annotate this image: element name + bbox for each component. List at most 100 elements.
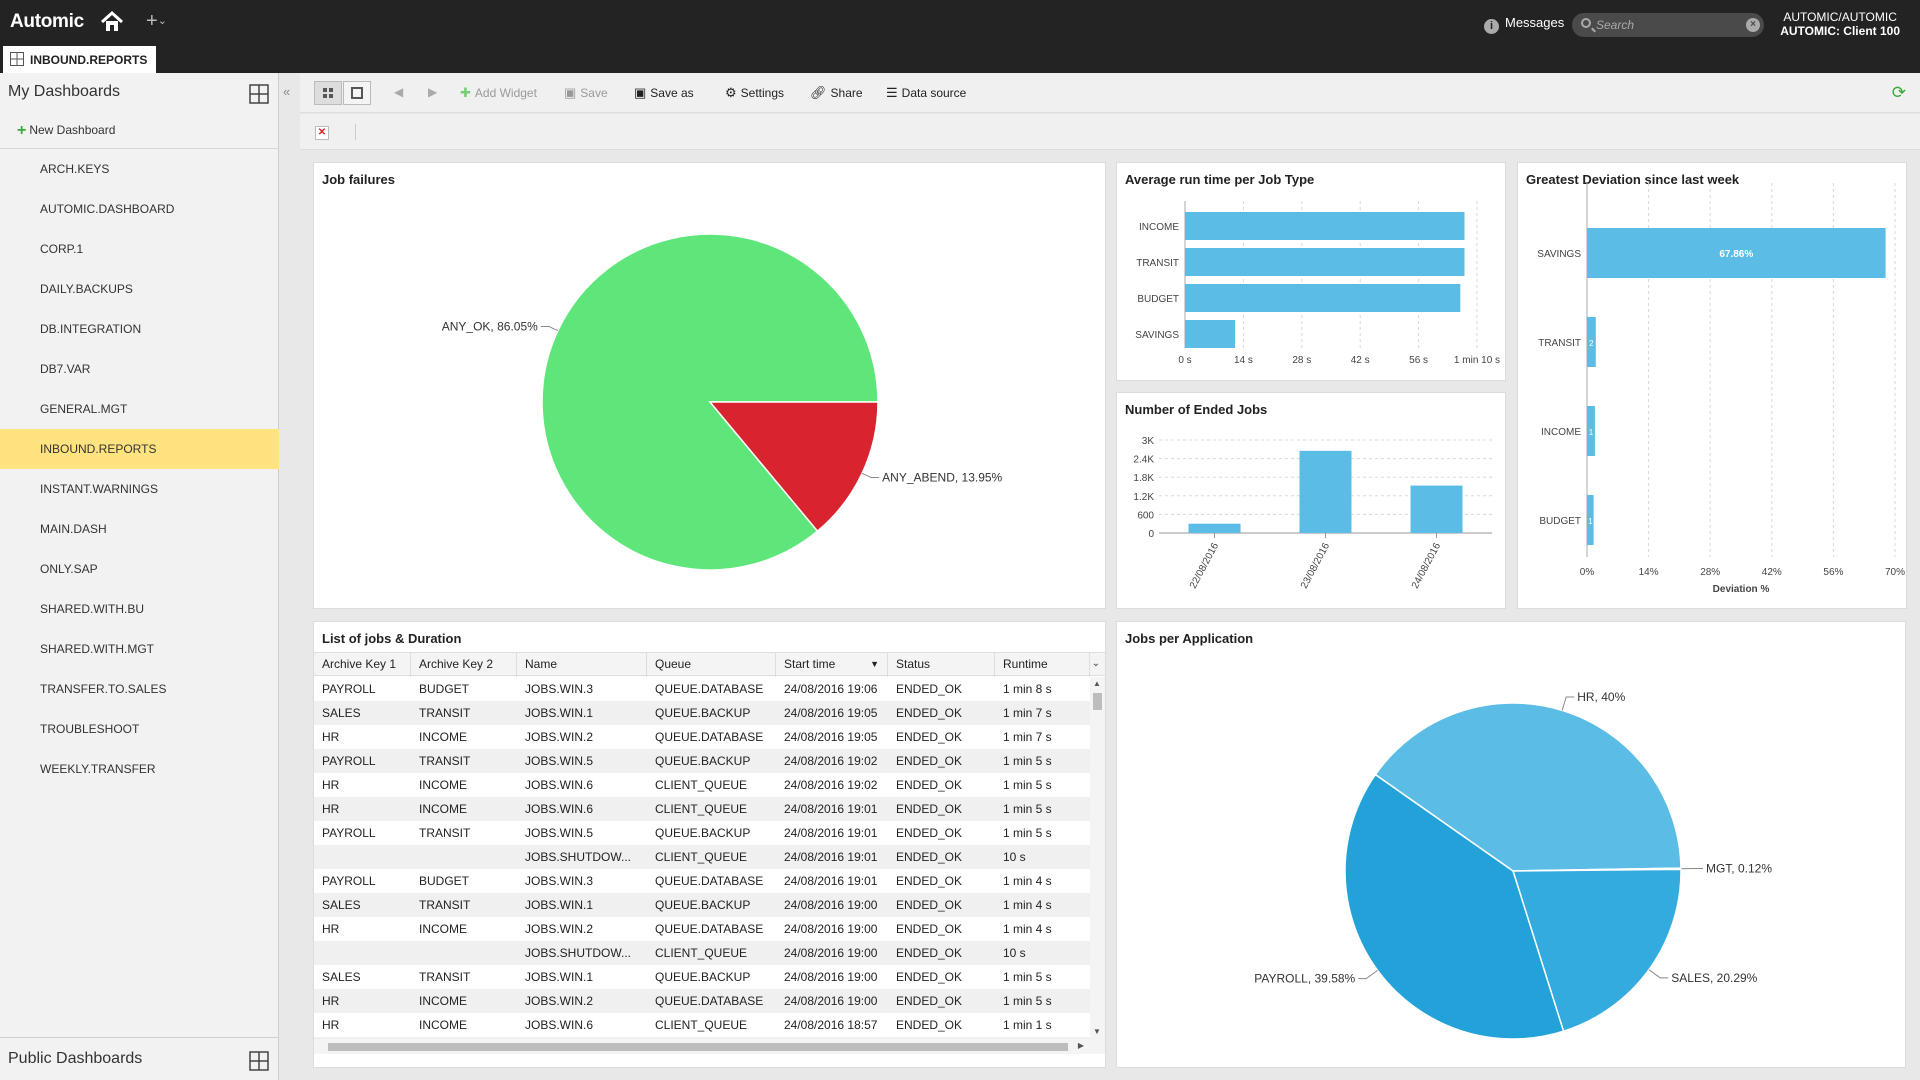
share-button[interactable]: 🔗︎ Share	[810, 85, 863, 101]
y-tick-label: SAVINGS	[1135, 330, 1179, 341]
pie-slice-sales[interactable]	[1511, 868, 1682, 1033]
sidebar-item-weekly-transfer[interactable]: WEEKLY.TRANSFER	[40, 762, 156, 776]
table-row[interactable]: JOBS.SHUTDOW... CLIENT_QUEUE 24/08/2016 19…	[314, 941, 1090, 965]
column-header-archive-key-2[interactable]: Archive Key 2	[411, 653, 517, 677]
table-row[interactable]: HR INCOME JOBS.WIN.6 CLIENT_QUEUE 24/08/2016…	[314, 1013, 1090, 1037]
clear-search-icon[interactable]: ×	[1746, 18, 1760, 32]
x-tick-label: 56%	[1823, 567, 1843, 578]
sidebar-item-main-dash[interactable]: MAIN.DASH	[40, 522, 107, 536]
pie-slice-payroll[interactable]	[1344, 773, 1565, 1040]
sidebar-item-daily-backups[interactable]: DAILY.BACKUPS	[40, 282, 133, 296]
remove-widget-icon[interactable]: ✕	[315, 126, 329, 140]
table-row[interactable]: PAYROLLTRANSITJOBS.WIN.5QUEUE.BACKUP24/0…	[314, 1037, 1090, 1039]
back-arrow-icon[interactable]: ◀	[394, 85, 404, 99]
sidebar-item-automic-dashboard[interactable]: AUTOMIC.DASHBOARD	[40, 202, 175, 216]
table-row[interactable]: HR INCOME JOBS.WIN.2 QUEUE.DATABASE 24/08/20…	[314, 725, 1090, 749]
scroll-thumb[interactable]	[1093, 693, 1102, 710]
table-cell: TRANSIT	[419, 826, 471, 840]
table-cell: 24/08/2016 19:01	[784, 874, 878, 888]
grid-view-button[interactable]	[314, 81, 342, 105]
add-tab-button[interactable]: +⌄	[146, 10, 167, 32]
column-header-queue[interactable]: Queue	[647, 653, 776, 677]
scroll-right-icon[interactable]: ▶	[1077, 1041, 1084, 1050]
table-cell: HR	[322, 778, 340, 792]
table-row[interactable]: HR INCOME JOBS.WIN.2 QUEUE.DATABASE 24/08/20…	[314, 989, 1090, 1013]
bar-24-08-2016[interactable]	[1410, 485, 1463, 533]
sidebar-item-troubleshoot[interactable]: TROUBLESHOOT	[40, 722, 140, 736]
scroll-up-icon[interactable]: ▲	[1093, 679, 1101, 688]
public-dashboards-header[interactable]: Public Dashboards	[8, 1050, 143, 1067]
sidebar-item-inbound-reports[interactable]: INBOUND.REPORTS	[0, 429, 279, 469]
single-view-button[interactable]	[343, 81, 371, 105]
column-header-name[interactable]: Name	[517, 653, 647, 677]
bar-income[interactable]	[1185, 212, 1465, 240]
sidebar-item-only-sap[interactable]: ONLY.SAP	[40, 562, 98, 576]
collapse-sidebar-icon[interactable]: «	[283, 84, 291, 99]
scroll-thumb[interactable]	[328, 1043, 1068, 1051]
save-as-button[interactable]: ▣ Save as	[634, 85, 694, 101]
sidebar-item-shared-with-mgt[interactable]: SHARED.WITH.MGT	[40, 642, 154, 656]
scroll-down-icon[interactable]: ▼	[1093, 1027, 1101, 1036]
table-row[interactable]: PAYROLL BUDGET JOBS.WIN.3 QUEUE.DATABASE 24/…	[314, 677, 1090, 701]
settings-button[interactable]: ⚙ Settings	[725, 85, 784, 101]
bar-budget[interactable]	[1587, 495, 1594, 545]
sidebar-item-arch-keys[interactable]: ARCH.KEYS	[40, 162, 110, 176]
dashboard-layout-icon[interactable]	[249, 1051, 269, 1071]
y-tick-label: 3K	[1142, 436, 1155, 447]
table-row[interactable]: SALES TRANSIT JOBS.WIN.1 QUEUE.BACKUP 24/08/…	[314, 701, 1090, 725]
horizontal-scrollbar[interactable]: ▶	[314, 1039, 1105, 1054]
pie-slice-any-ok[interactable]	[541, 233, 879, 571]
user-info[interactable]: AUTOMIC/AUTOMIC AUTOMIC: Client 100	[1780, 10, 1900, 38]
table-cell: JOBS.WIN.6	[525, 802, 594, 816]
bar-savings[interactable]	[1185, 320, 1236, 348]
x-tick-label: 70%	[1885, 567, 1905, 578]
table-cell: ENDED_OK	[896, 682, 963, 696]
vertical-scrollbar[interactable]: ▲ ▼	[1090, 677, 1105, 1039]
sidebar-item-db7-var[interactable]: DB7.VAR	[40, 362, 91, 376]
table-row[interactable]: PAYROLL BUDGET JOBS.WIN.3 QUEUE.DATABASE 24/…	[314, 869, 1090, 893]
y-tick-label: 1.2K	[1133, 492, 1154, 503]
tab-strip: INBOUND.REPORTS	[0, 46, 1920, 73]
tab-inbound-reports[interactable]: INBOUND.REPORTS	[3, 46, 156, 73]
save-button[interactable]: ▣ Save	[564, 85, 608, 101]
table-row[interactable]: SALES TRANSIT JOBS.WIN.1 QUEUE.BACKUP 24/08/…	[314, 965, 1090, 989]
column-header-start-time[interactable]: Start time ▼	[776, 653, 888, 677]
sidebar-item-general-mgt[interactable]: GENERAL.MGT	[40, 402, 128, 416]
table-row[interactable]: SALES TRANSIT JOBS.WIN.1 QUEUE.BACKUP 24/08/…	[314, 893, 1090, 917]
column-menu-icon[interactable]: ⌄	[1091, 658, 1101, 669]
table-row[interactable]: HR INCOME JOBS.WIN.6 CLIENT_QUEUE 24/08/2016…	[314, 773, 1090, 797]
sidebar-item-shared-with-bu[interactable]: SHARED.WITH.BU	[40, 602, 145, 616]
bar-23-08-2016[interactable]	[1299, 450, 1352, 533]
sidebar-item-db-integration[interactable]: DB.INTEGRATION	[40, 322, 142, 336]
bar-budget[interactable]	[1185, 284, 1461, 312]
column-header-archive-key-1[interactable]: Archive Key 1	[314, 653, 411, 677]
refresh-icon[interactable]: ⟳	[1891, 83, 1906, 102]
search-input[interactable]	[1596, 16, 1736, 34]
bar-transit[interactable]	[1185, 248, 1465, 276]
home-icon[interactable]	[99, 9, 125, 35]
sidebar-item-instant-warnings[interactable]: INSTANT.WARNINGS	[40, 482, 159, 496]
pie-slice-any-abend[interactable]	[708, 401, 879, 533]
data-source-button[interactable]: ☰ Data source	[886, 85, 966, 101]
dashboard-layout-icon[interactable]	[249, 84, 269, 104]
bar-22-08-2016[interactable]	[1188, 523, 1241, 533]
new-dashboard-button[interactable]: + New Dashboard	[17, 122, 115, 140]
add-widget-button[interactable]: ✚ Add Widget	[460, 85, 537, 101]
table-row[interactable]: JOBS.SHUTDOW... CLIENT_QUEUE 24/08/2016 19…	[314, 845, 1090, 869]
sidebar-item-corp-1[interactable]: CORP.1	[40, 242, 84, 256]
column-header-status[interactable]: Status	[888, 653, 995, 677]
automic-logo[interactable]: Automic	[10, 11, 84, 32]
table-row[interactable]: HR INCOME JOBS.WIN.6 CLIENT_QUEUE 24/08/2016…	[314, 797, 1090, 821]
table-row[interactable]: HR INCOME JOBS.WIN.2 QUEUE.DATABASE 24/08/20…	[314, 917, 1090, 941]
forward-arrow-icon[interactable]: ▶	[428, 85, 438, 99]
table-cell: INCOME	[419, 1018, 467, 1032]
bar-transit[interactable]	[1587, 317, 1596, 367]
bar-income[interactable]	[1587, 406, 1595, 456]
table-cell: ENDED_OK	[896, 898, 963, 912]
sidebar-item-transfer-to-sales[interactable]: TRANSFER.TO.SALES	[40, 682, 167, 696]
messages-button[interactable]: i Messages	[1484, 15, 1564, 34]
bar-savings[interactable]	[1587, 228, 1886, 278]
column-header-runtime[interactable]: Runtime	[995, 653, 1090, 677]
